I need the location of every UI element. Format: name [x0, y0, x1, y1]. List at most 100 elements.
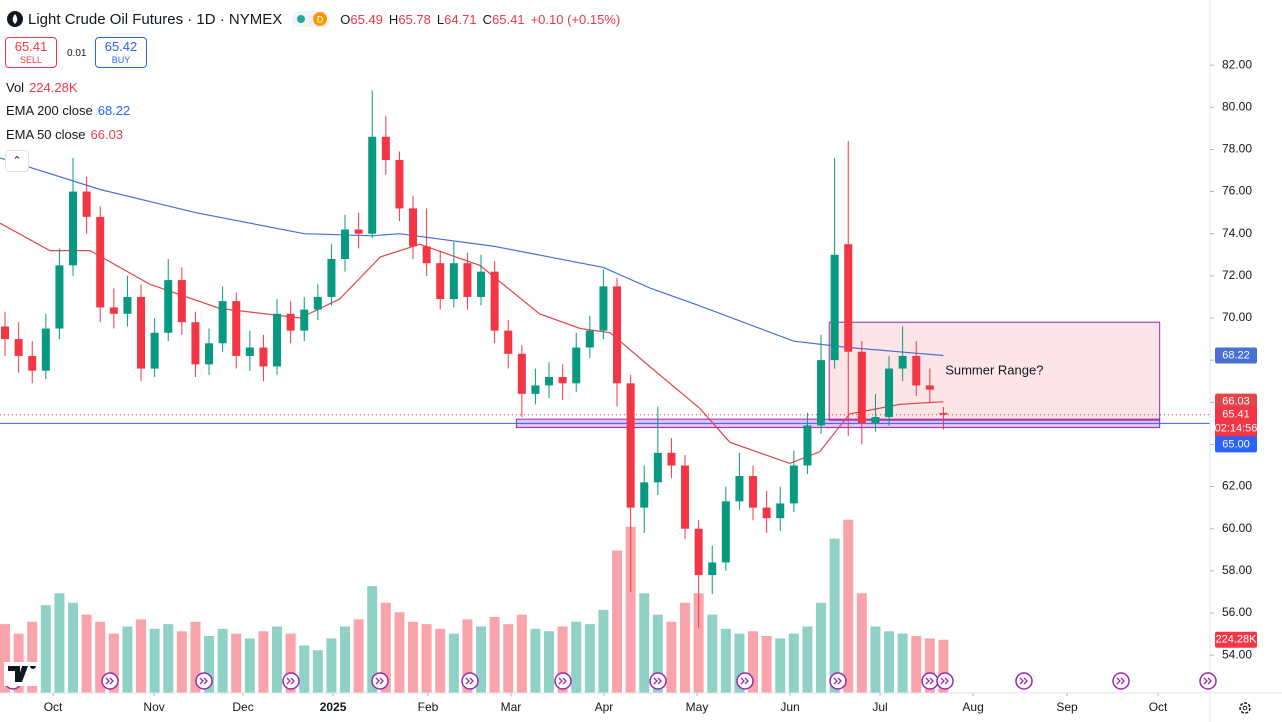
event-arrow — [375, 677, 384, 685]
volume-bar — [761, 636, 772, 693]
event-circle — [461, 672, 479, 690]
candle-body — [218, 301, 227, 344]
volume-value: 224.28K — [29, 80, 78, 95]
candle-body — [313, 296, 322, 310]
volume-bar — [516, 614, 527, 693]
volume-bar — [584, 624, 595, 693]
countdown: 02:14:56 — [1215, 423, 1258, 435]
volume-bar — [136, 619, 147, 693]
title: Light Crude Oil Futures · 1D · NYMEX — [28, 10, 283, 28]
candle-body — [205, 343, 214, 365]
volume-bar — [802, 626, 813, 693]
volume-bar — [299, 645, 310, 693]
event-arrow — [925, 677, 934, 685]
event-circle — [921, 672, 939, 690]
volume-bar — [843, 519, 854, 693]
event-arrow — [653, 677, 662, 685]
candle-body — [177, 280, 186, 323]
volume-bar — [680, 602, 691, 693]
volume-bar — [652, 614, 663, 693]
sell-button[interactable]: 65.41 SELL — [5, 37, 57, 68]
volume-name: Vol — [6, 80, 25, 95]
collapse-button[interactable]: ⌃ — [5, 150, 29, 172]
ohlc-label: H — [388, 11, 399, 27]
event-arrow — [465, 677, 474, 685]
candle-body — [640, 482, 649, 508]
event-icon — [829, 672, 847, 690]
event-arrow — [199, 677, 208, 685]
level-tag-label: 65.00 — [1222, 438, 1250, 450]
candle-body — [273, 313, 282, 367]
range-box — [828, 321, 1161, 421]
ema200-value: 68.22 — [97, 103, 131, 118]
candle-body — [245, 347, 254, 356]
ohlc-value: 65.41 — [492, 11, 525, 27]
event-icon — [101, 672, 119, 690]
ema200-legend: EMA 200 close 68.22 — [6, 103, 130, 118]
event-arrow — [1203, 677, 1212, 685]
volume-bar — [625, 526, 636, 693]
volume-tag — [1215, 631, 1257, 648]
volume-bar — [367, 586, 378, 693]
event-arrow — [1116, 677, 1125, 685]
candle-body — [286, 313, 295, 331]
event-arrow — [286, 677, 295, 685]
volume-bar — [217, 628, 228, 693]
candle-body — [28, 355, 37, 371]
candle-body — [150, 332, 159, 369]
volume-bar — [244, 638, 255, 693]
candle-body — [626, 383, 635, 508]
volume-bar — [884, 631, 895, 693]
x-tick-label: Mar — [501, 700, 522, 714]
last-price-tag — [1215, 406, 1257, 439]
volume-bar — [394, 612, 405, 693]
ema50-legend: EMA 50 close 66.03 — [6, 127, 123, 142]
candle-body — [667, 452, 676, 466]
candle-body — [327, 259, 336, 297]
volume-bar — [312, 650, 323, 693]
event-circle — [829, 672, 847, 690]
candle-body — [694, 528, 703, 576]
y-tick-label: 76.00 — [1222, 184, 1252, 198]
event-icon — [649, 672, 667, 690]
buy-price: 65.42 — [104, 39, 138, 54]
x-tick-label: Sep — [1056, 700, 1078, 714]
logo-mark — [8, 666, 36, 682]
y-tick-label: 70.00 — [1222, 310, 1252, 324]
candle-body — [830, 254, 839, 361]
buy-button[interactable]: 65.42 BUY — [95, 37, 147, 68]
event-circle — [371, 672, 389, 690]
ema200-name: EMA 200 close — [6, 103, 93, 118]
volume-bar — [54, 593, 65, 693]
volume-legend: Vol 224.28K — [6, 80, 78, 95]
candle-body — [885, 368, 894, 418]
sell-label: SELL — [19, 55, 43, 65]
settings-icon — [1239, 702, 1251, 714]
buy-label: BUY — [111, 55, 131, 65]
volume-bar — [503, 624, 514, 693]
candle-body — [776, 503, 785, 519]
x-tick-label: Oct — [44, 700, 63, 714]
event-circle — [1199, 672, 1217, 690]
candle-body — [137, 296, 146, 369]
symbol-icon — [7, 11, 23, 27]
volume-bar — [734, 633, 745, 693]
volume-bar — [326, 638, 337, 693]
volume-bar — [856, 593, 867, 693]
volume-tag-label: 224.28K — [1216, 634, 1258, 646]
volume-bar — [272, 626, 283, 693]
volume-bar — [163, 624, 174, 693]
candle-body — [545, 377, 554, 386]
volume-bar — [924, 638, 935, 693]
x-tick-label: Jul — [872, 700, 887, 714]
y-tick-label: 58.00 — [1222, 563, 1252, 577]
volume-bar — [176, 631, 187, 693]
volume-bar — [938, 639, 949, 693]
volume-bar — [544, 631, 555, 693]
volume-bar — [897, 633, 908, 693]
candle-body — [463, 263, 472, 297]
gear-hole — [1242, 705, 1248, 711]
candle-body — [14, 339, 23, 356]
event-circle — [936, 672, 954, 690]
